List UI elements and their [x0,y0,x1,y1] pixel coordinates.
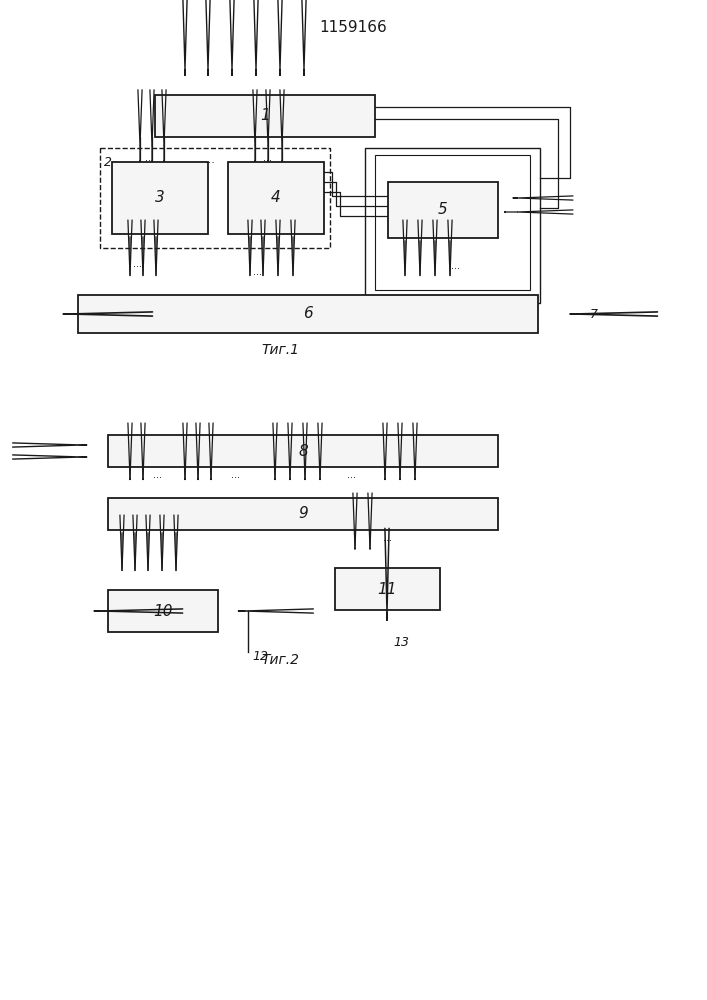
Text: 6: 6 [303,306,313,322]
Text: ...: ... [153,470,163,480]
Text: 8: 8 [298,444,308,458]
Bar [388,182,498,238]
Text: 7: 7 [590,308,598,320]
Text: ...: ... [254,267,262,277]
Bar [155,95,375,137]
Bar [228,162,324,234]
Text: Τиг.2: Τиг.2 [261,653,299,667]
Bar [375,155,530,290]
Text: ...: ... [348,470,356,480]
Text: 5: 5 [438,202,448,218]
Text: ...: ... [204,155,216,165]
Text: 2: 2 [104,156,112,169]
Bar [78,295,538,333]
Text: 12: 12 [252,650,268,663]
Text: ...: ... [146,153,155,163]
Bar [108,590,218,632]
Text: 1159166: 1159166 [320,20,387,35]
Text: 10: 10 [153,603,173,618]
Bar [365,148,540,303]
Text: 3: 3 [155,190,165,206]
Text: 1: 1 [260,108,270,123]
Text: ...: ... [134,259,143,269]
Bar [108,435,498,467]
Text: ...: ... [264,153,272,163]
Text: ...: ... [230,470,240,480]
Text: 9: 9 [298,506,308,522]
Text: 4: 4 [271,190,281,206]
Bar [335,568,440,610]
Text: 13: 13 [393,636,409,648]
Text: ...: ... [450,261,460,271]
Bar [100,148,330,248]
Text: Τиг.1: Τиг.1 [261,343,299,357]
Text: ...: ... [383,533,392,543]
Bar [108,498,498,530]
Text: 11: 11 [378,582,397,596]
Bar [112,162,208,234]
